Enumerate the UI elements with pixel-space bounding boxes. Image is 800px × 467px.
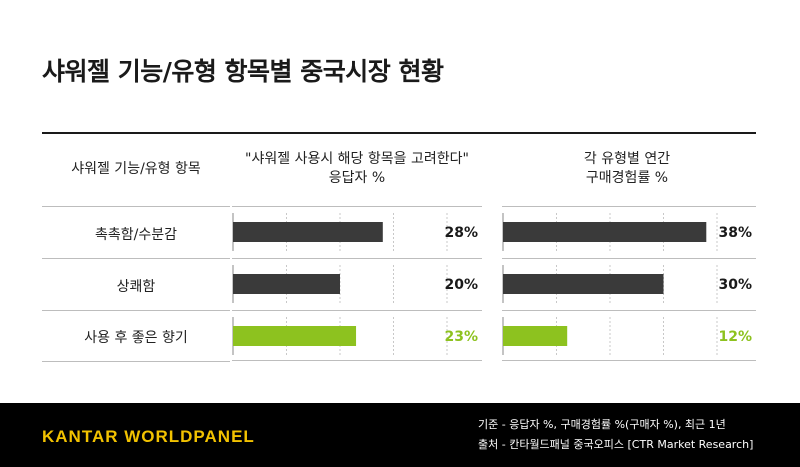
header-purchase-line2: 구매경험률 % (585, 170, 669, 186)
header-purchase-column: 각 유형별 연간 구매경험률 % (502, 150, 752, 188)
value-label-scent: 23% (444, 329, 478, 345)
bar-scent (503, 326, 568, 346)
bar-scent (233, 326, 357, 346)
bar-refresh (503, 274, 664, 294)
bar-moisture (503, 222, 707, 242)
source-note: 출처 - 칸타월드패널 중국오피스 [CTR Market Research] (478, 438, 754, 451)
row-divider (42, 258, 230, 259)
row-label-moisture: 촉촉함/수분감 (95, 227, 177, 243)
header-item-column: 샤워젤 기능/유형 항목 (42, 160, 230, 179)
row-label-scent: 사용 후 좋은 향기 (84, 330, 188, 346)
value-label-scent: 12% (718, 329, 752, 345)
value-label-moisture: 28% (444, 225, 478, 241)
bar-refresh (233, 274, 340, 294)
header-purchase-line1: 각 유형별 연간 (583, 151, 671, 167)
row-divider (42, 206, 230, 207)
top-rule (42, 132, 756, 134)
purchase-bar-chart: 38% 30% 12% (502, 206, 756, 361)
footer-notes: 기준 - 응답자 %, 구매경험률 %(구매자 %), 최근 1년 출처 - 칸… (478, 415, 753, 455)
header-consider-line1: "샤워젤 사용시 해당 항목을 고려한다" (245, 151, 469, 167)
bar-moisture (233, 222, 383, 242)
basis-note: 기준 - 응답자 %, 구매경험률 %(구매자 %), 최근 1년 (478, 418, 726, 431)
value-label-refresh: 20% (444, 277, 478, 293)
consider-bar-chart: 28% 20% 23% (232, 206, 482, 361)
row-label-refresh: 상쾌함 (116, 279, 156, 295)
header-item-label: 샤워젤 기능/유형 항목 (71, 161, 201, 177)
page-title: 샤워젤 기능/유형 항목별 중국시장 현황 (42, 57, 444, 86)
footer: KANTAR WORLDPANEL 기준 - 응답자 %, 구매경험률 %(구매… (0, 403, 800, 467)
row-divider (42, 310, 230, 311)
header-consider-column: "샤워젤 사용시 해당 항목을 고려한다" 응답자 % (232, 150, 482, 188)
row-divider (42, 361, 230, 362)
value-label-moisture: 38% (718, 225, 752, 241)
value-label-refresh: 30% (718, 277, 752, 293)
kantar-worldpanel-logo: KANTAR WORLDPANEL (42, 427, 255, 446)
header-consider-line2: 응답자 % (328, 170, 386, 186)
